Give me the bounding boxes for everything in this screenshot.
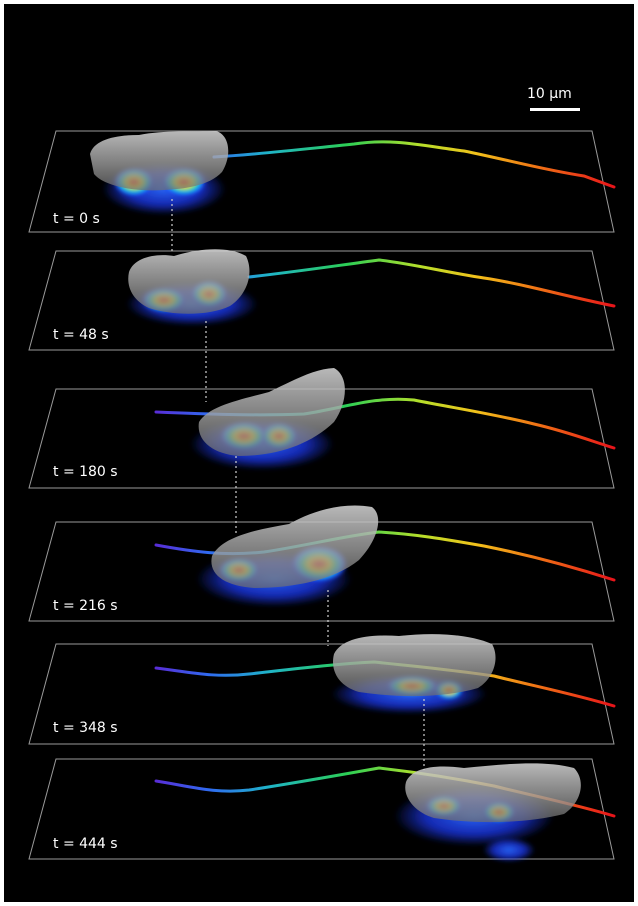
frame-plane-5: [28, 634, 616, 745]
position-links: [171, 199, 425, 770]
frame-plane-1: [28, 130, 616, 233]
frame-plane-6: [28, 758, 616, 862]
time-label-2: t = 48 s: [53, 327, 109, 343]
cell-surface-2: [128, 249, 250, 314]
cell-surface-6: [405, 763, 581, 823]
figure-frame: 10 µm t = 0 s t = 48 s t = 180 s t = 216…: [4, 4, 634, 902]
scale-bar: [530, 108, 580, 111]
time-label-6: t = 444 s: [53, 836, 118, 852]
time-label-3: t = 180 s: [53, 464, 118, 480]
cell-surface-3: [198, 368, 345, 456]
frame-plane-2: [28, 249, 616, 351]
cell-surface-1: [90, 131, 229, 191]
time-label-4: t = 216 s: [53, 598, 118, 614]
cell-surface-5: [333, 634, 496, 697]
time-label-5: t = 348 s: [53, 720, 118, 736]
frame-plane-4: [28, 505, 616, 622]
scale-bar-label: 10 µm: [527, 86, 572, 102]
frame-plane-3: [28, 368, 616, 489]
cell-surface-4: [211, 505, 379, 588]
time-label-1: t = 0 s: [53, 211, 100, 227]
microscopy-scene: [28, 130, 616, 862]
